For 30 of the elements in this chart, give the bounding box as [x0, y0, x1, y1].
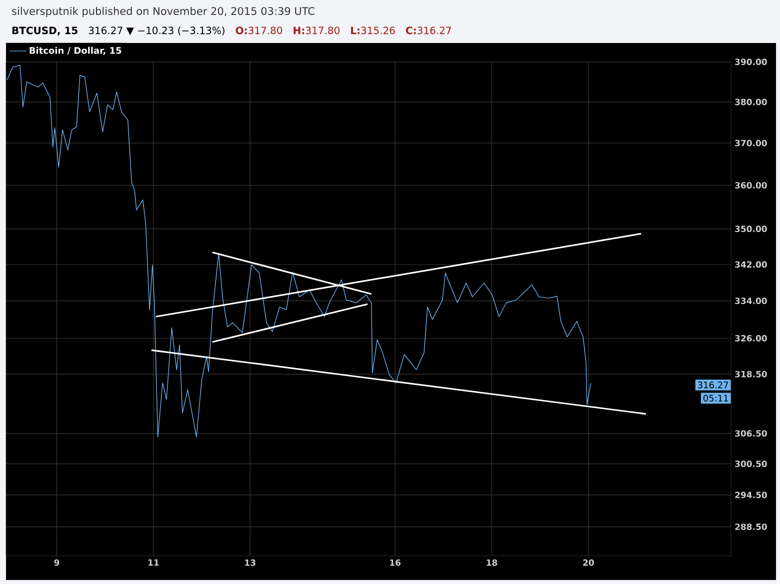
- text: H:317.80: [294, 26, 340, 34]
- y-tick-label: 318.50: [735, 370, 767, 378]
- x-tick-label: 20: [583, 559, 594, 566]
- y-tick-label: 334.00: [735, 298, 767, 304]
- x-tick-label: 11: [148, 559, 159, 566]
- chart-title: BTCUSD, 15: [12, 26, 78, 36]
- line-series: [6, 64, 592, 438]
- x-tick-label: 16: [390, 559, 401, 566]
- y-tick-label: 370.00: [735, 140, 767, 146]
- legend-label: Bitcoin / Dollar, 15: [30, 46, 122, 56]
- y-tick-label: 380.00: [735, 98, 767, 106]
- text: C:316.27: [406, 26, 451, 34]
- x-tick-label: 18: [486, 559, 498, 566]
- annotation: 05:11: [703, 394, 728, 402]
- y-tick-label: 306.50: [735, 430, 767, 437]
- y-tick-label: 326.00: [735, 335, 767, 342]
- y-tick-label: 390.00: [735, 58, 767, 66]
- y-tick-label: 350.00: [735, 226, 767, 232]
- text: L:315.26: [351, 26, 395, 34]
- x-tick-label: 13: [245, 559, 256, 566]
- y-tick-label: 342.00: [735, 261, 767, 268]
- text: silversputnik published on November 20, 2015 03:39 UTC: [12, 6, 314, 18]
- y-tick-label: 300.50: [735, 460, 767, 468]
- y-tick-label: 360.00: [735, 182, 767, 189]
- y-tick-label: 288.50: [735, 524, 767, 530]
- x-tick-label: 9: [54, 559, 60, 566]
- text: O:317.80: [236, 26, 282, 34]
- annotation: 316.27: [698, 382, 728, 388]
- chart-subtitle: 316.27 ▼ −10.23 (−3.13%): [88, 26, 224, 36]
- y-tick-label: 294.50: [735, 492, 767, 498]
